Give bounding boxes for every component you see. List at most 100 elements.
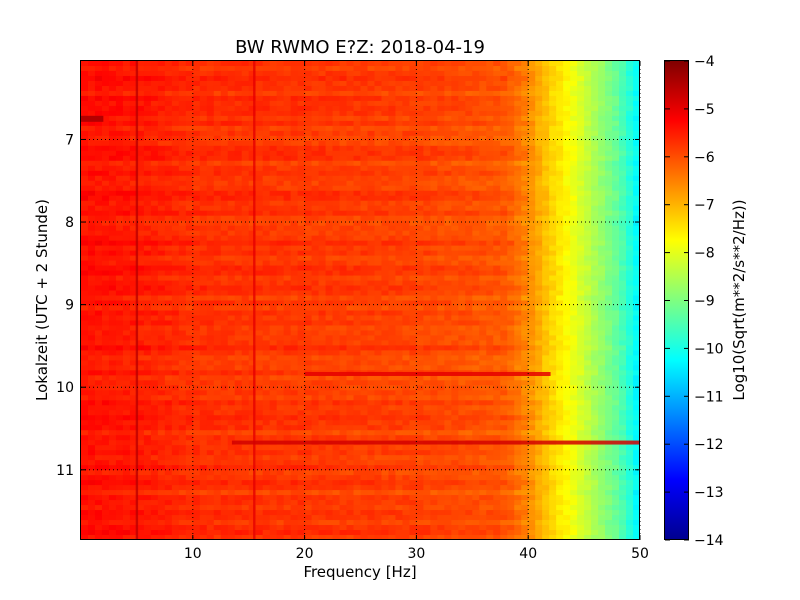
heatmap-cell xyxy=(619,190,627,197)
heatmap-cell xyxy=(311,145,320,152)
heatmap-cell xyxy=(339,125,348,132)
heatmap-cell xyxy=(150,205,159,212)
heatmap-cell xyxy=(213,85,222,92)
heatmap-cell xyxy=(521,140,529,147)
heatmap-cell xyxy=(472,360,480,366)
heatmap-cell xyxy=(108,80,117,87)
heatmap-cell xyxy=(241,290,250,297)
heatmap-cell xyxy=(388,225,397,232)
heatmap-cell xyxy=(423,100,431,107)
heatmap-cell xyxy=(115,360,124,366)
heatmap-cell xyxy=(290,80,299,87)
heatmap-cell xyxy=(479,360,487,366)
heatmap-cell xyxy=(458,95,466,102)
heatmap-cell xyxy=(598,300,606,307)
heatmap-cell xyxy=(122,235,131,242)
heatmap-cell xyxy=(157,195,166,202)
heatmap-cell xyxy=(423,250,431,257)
heatmap-cell xyxy=(353,165,362,172)
heatmap-cell xyxy=(633,285,640,292)
heatmap-cell xyxy=(514,120,522,127)
heatmap-cell xyxy=(108,190,117,197)
heatmap-cell xyxy=(192,360,201,366)
heatmap-cell xyxy=(94,61,103,67)
heatmap-cell xyxy=(437,135,445,142)
heatmap-cell xyxy=(255,155,264,162)
heatmap-cell xyxy=(304,61,313,67)
heatmap-cell xyxy=(500,255,508,262)
heatmap-cell xyxy=(94,270,103,277)
heatmap-cell xyxy=(192,195,201,202)
heatmap-cell xyxy=(451,175,459,182)
heatmap-cell xyxy=(94,205,103,212)
heatmap-cell xyxy=(297,235,306,242)
heatmap-cell xyxy=(367,365,376,371)
heatmap-cell xyxy=(451,120,459,127)
heatmap-cell xyxy=(472,125,480,132)
heatmap-cell xyxy=(143,255,152,262)
heatmap-cell xyxy=(486,240,494,247)
heatmap-cell xyxy=(115,145,124,152)
heatmap-cell xyxy=(248,360,257,366)
heatmap-cell xyxy=(423,285,431,292)
heatmap-cell xyxy=(528,145,536,152)
heatmap-cell xyxy=(388,190,397,197)
heatmap-cell xyxy=(563,185,571,192)
heatmap-cell xyxy=(248,180,257,187)
heatmap-cell xyxy=(402,215,411,222)
heatmap-cell xyxy=(276,285,285,292)
heatmap-cell xyxy=(227,230,236,237)
heatmap-cell xyxy=(409,235,417,242)
heatmap-cell xyxy=(458,360,466,366)
heatmap-cell xyxy=(570,320,578,327)
heatmap-cell xyxy=(101,360,110,366)
heatmap-cell xyxy=(598,175,606,182)
heatmap-cell xyxy=(402,135,411,142)
heatmap-cell xyxy=(122,150,131,157)
heatmap-cell xyxy=(598,205,606,212)
heatmap-cell xyxy=(136,320,145,327)
heatmap-cell xyxy=(493,70,501,77)
heatmap-cell xyxy=(556,350,564,356)
heatmap-cell xyxy=(255,260,264,267)
heatmap-cell xyxy=(598,230,606,237)
heatmap-cell xyxy=(318,110,327,117)
heatmap-cell xyxy=(192,150,201,157)
heatmap-cell xyxy=(255,315,264,322)
heatmap-cell xyxy=(507,360,515,366)
heatmap-cell xyxy=(416,175,424,182)
heatmap-cell xyxy=(374,350,383,356)
heatmap-cell xyxy=(213,155,222,162)
heatmap-cell xyxy=(304,205,313,212)
heatmap-cell xyxy=(276,300,285,307)
heatmap-cell xyxy=(234,290,243,297)
heatmap-cell xyxy=(619,75,627,82)
heatmap-cell xyxy=(430,135,438,142)
heatmap-cell xyxy=(563,275,571,282)
heatmap-cell xyxy=(598,260,606,267)
heatmap-cell xyxy=(465,235,473,242)
heatmap-cell xyxy=(311,100,320,107)
heatmap-cell xyxy=(332,145,341,152)
heatmap-cell xyxy=(220,210,229,217)
heatmap-cell xyxy=(192,330,201,337)
heatmap-cell xyxy=(493,240,501,247)
heatmap-cell xyxy=(87,61,96,67)
heatmap-cell xyxy=(409,85,417,92)
heatmap-cell xyxy=(633,135,640,142)
heatmap-cell xyxy=(129,360,138,366)
heatmap-cell xyxy=(255,235,264,242)
heatmap-cell xyxy=(206,150,215,157)
heatmap-cell xyxy=(199,125,208,132)
heatmap-cell xyxy=(241,320,250,327)
heatmap-cell xyxy=(304,320,313,327)
heatmap-cell xyxy=(374,80,383,87)
heatmap-cell xyxy=(619,350,627,356)
heatmap-cell xyxy=(213,130,222,137)
heatmap-cell xyxy=(605,235,613,242)
heatmap-cell xyxy=(115,160,124,167)
heatmap-cell xyxy=(381,175,390,182)
heatmap-cell xyxy=(199,330,208,337)
heatmap-cell xyxy=(339,320,348,327)
heatmap-cell xyxy=(136,285,145,292)
